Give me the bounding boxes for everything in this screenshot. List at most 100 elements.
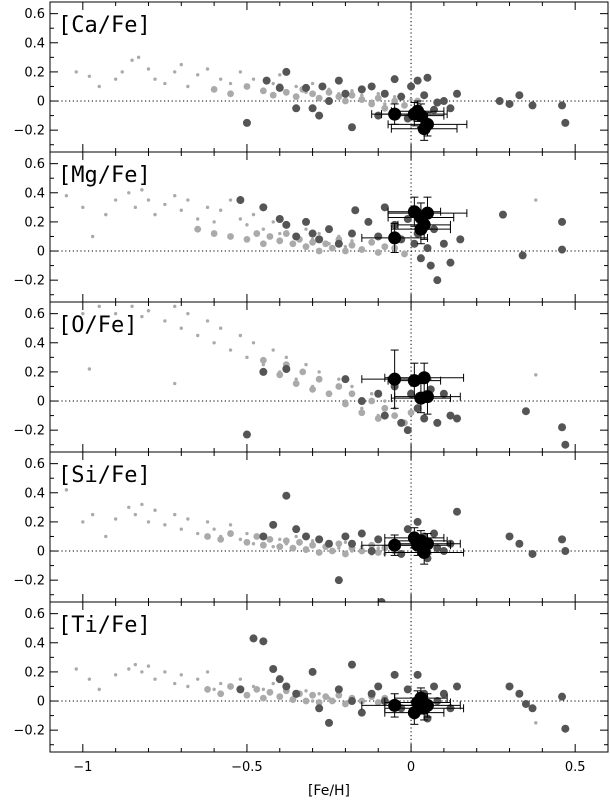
comparison-star-point xyxy=(430,529,439,538)
field-star-large-point xyxy=(296,538,303,546)
y-tick-label: −0.2 xyxy=(13,724,45,739)
panel-4: −0.2 0 0.2 0.4 0.6 [Si/Fe] xyxy=(13,451,609,603)
comparison-star-point xyxy=(351,206,360,215)
comparison-star-point xyxy=(242,430,251,439)
field-star-large-point xyxy=(269,91,277,99)
field-star-point xyxy=(278,231,282,236)
field-star-large-point xyxy=(302,243,310,251)
field-star-point xyxy=(278,73,282,77)
comparison-star-point xyxy=(282,491,291,500)
field-star-point xyxy=(104,534,108,539)
field-star-point xyxy=(238,70,243,74)
comparison-star-point xyxy=(259,203,268,212)
comparison-star-point xyxy=(374,535,383,544)
comparison-star-point xyxy=(413,404,422,413)
field-star-point xyxy=(196,217,200,221)
field-star-point xyxy=(317,692,321,696)
field-star-point xyxy=(205,205,210,210)
field-star-large-point xyxy=(282,88,290,96)
field-star-large-point xyxy=(358,96,366,103)
field-star-point xyxy=(173,512,177,517)
comparison-star-point xyxy=(498,210,507,219)
comparison-star-point xyxy=(380,203,389,212)
comparison-star-point xyxy=(430,105,439,114)
field-star-large-point xyxy=(253,685,261,693)
field-star-large-point xyxy=(217,535,225,543)
plot-area xyxy=(50,452,608,602)
field-star-point xyxy=(228,198,233,202)
field-star-point xyxy=(251,341,256,345)
comparison-star-point xyxy=(403,214,412,223)
x-tick-label: 0 xyxy=(407,760,415,775)
field-star-point xyxy=(251,212,256,217)
y-tick-label: 0.2 xyxy=(24,665,45,680)
field-star-point xyxy=(173,193,177,198)
field-star-large-point xyxy=(309,691,316,699)
panel-title: [Si/Fe] xyxy=(58,463,151,488)
comparison-star-point xyxy=(377,598,386,602)
panel-title: [O/Fe] xyxy=(58,313,137,338)
y-tick-label: 0.2 xyxy=(24,215,45,230)
field-star-large-point xyxy=(374,415,382,422)
comparison-star-point xyxy=(390,75,399,84)
field-star-large-point xyxy=(243,691,251,699)
field-star-point xyxy=(212,527,216,531)
field-star-point xyxy=(163,81,167,86)
field-star-point xyxy=(130,304,134,309)
field-star-large-point xyxy=(401,250,408,258)
field-star-point xyxy=(376,92,380,96)
plot-area xyxy=(50,302,608,452)
field-star-point xyxy=(74,70,78,74)
field-star-point xyxy=(173,681,177,686)
field-star-point xyxy=(120,70,124,74)
y-tick-label: 0 xyxy=(37,395,45,410)
field-star-point xyxy=(113,673,118,677)
comparison-star-point xyxy=(308,229,317,238)
field-star-point xyxy=(238,333,243,338)
field-star-point xyxy=(87,367,92,371)
field-star-point xyxy=(146,309,151,313)
field-star-large-point xyxy=(253,533,261,540)
field-star-point xyxy=(383,399,387,403)
field-star-point xyxy=(113,198,118,202)
comparison-star-point xyxy=(315,535,324,544)
y-tick-label: 0.2 xyxy=(24,65,45,80)
comparison-star-point xyxy=(456,235,465,244)
field-star-point xyxy=(337,377,341,381)
comparison-star-point xyxy=(433,544,442,553)
field-star-point xyxy=(97,687,101,692)
field-star-point xyxy=(146,664,151,668)
comparison-star-point xyxy=(308,667,317,676)
field-star-point xyxy=(245,531,249,536)
y-tick-label: 0.4 xyxy=(24,36,45,51)
field-star-point xyxy=(127,667,131,671)
field-star-large-point xyxy=(322,693,330,701)
comparison-star-point xyxy=(282,364,291,373)
field-star-large-point xyxy=(210,230,218,237)
field-star-large-point xyxy=(276,543,284,551)
field-star-point xyxy=(87,74,92,78)
field-star-point xyxy=(294,534,298,539)
field-star-large-point xyxy=(289,696,297,703)
comparison-star-point xyxy=(420,414,429,423)
field-star-large-point xyxy=(204,533,211,540)
comparison-star-point xyxy=(341,375,350,384)
comparison-star-point xyxy=(236,685,245,694)
field-star-large-point xyxy=(276,237,284,245)
field-star-point xyxy=(74,667,78,671)
field-star-large-point xyxy=(368,397,376,405)
field-star-point xyxy=(534,373,538,377)
field-star-point xyxy=(360,406,364,411)
comparison-star-point xyxy=(423,714,432,723)
field-star-large-point xyxy=(374,249,382,256)
field-star-point xyxy=(337,546,341,550)
field-star-large-point xyxy=(302,546,310,553)
field-star-large-point xyxy=(217,690,225,698)
field-star-point xyxy=(271,544,275,549)
comparison-star-point xyxy=(558,535,567,544)
comparison-star-point xyxy=(292,232,301,241)
y-tick-label: −0.2 xyxy=(13,274,45,289)
field-star-point xyxy=(218,77,223,81)
comparison-star-point xyxy=(433,98,442,107)
comparison-star-point xyxy=(334,685,343,694)
